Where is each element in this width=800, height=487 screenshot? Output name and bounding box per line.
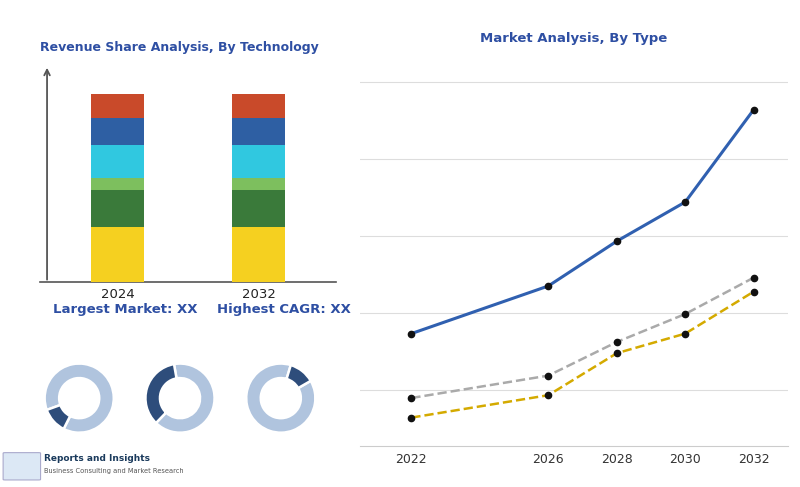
Bar [232, 94, 286, 118]
Text: Reports and Insights: Reports and Insights [44, 453, 150, 463]
Text: Revenue Share Analysis, By Technology: Revenue Share Analysis, By Technology [40, 41, 318, 54]
Text: Business Consulting and Market Research: Business Consulting and Market Research [44, 468, 183, 474]
Bar [90, 227, 144, 282]
Bar [90, 190, 144, 227]
Text: GLOBAL WAFER BONDER AND DEBONDER MARKET SEGMENT ANALYSIS: GLOBAL WAFER BONDER AND DEBONDER MARKET … [14, 19, 620, 34]
Bar [90, 145, 144, 178]
Wedge shape [146, 364, 177, 423]
Wedge shape [45, 364, 114, 432]
Bar [232, 178, 286, 190]
Wedge shape [286, 365, 310, 388]
Bar [232, 227, 286, 282]
Text: Largest Market: XX: Largest Market: XX [53, 303, 198, 316]
Bar [90, 178, 144, 190]
Wedge shape [246, 364, 315, 432]
Bar [90, 94, 144, 118]
Bar [232, 118, 286, 145]
Text: Highest CAGR: XX: Highest CAGR: XX [217, 303, 351, 316]
Bar [90, 118, 144, 145]
Wedge shape [156, 364, 214, 432]
Bar [232, 145, 286, 178]
Wedge shape [46, 405, 70, 429]
FancyBboxPatch shape [3, 452, 41, 480]
Title: Market Analysis, By Type: Market Analysis, By Type [480, 33, 668, 45]
Bar [232, 190, 286, 227]
